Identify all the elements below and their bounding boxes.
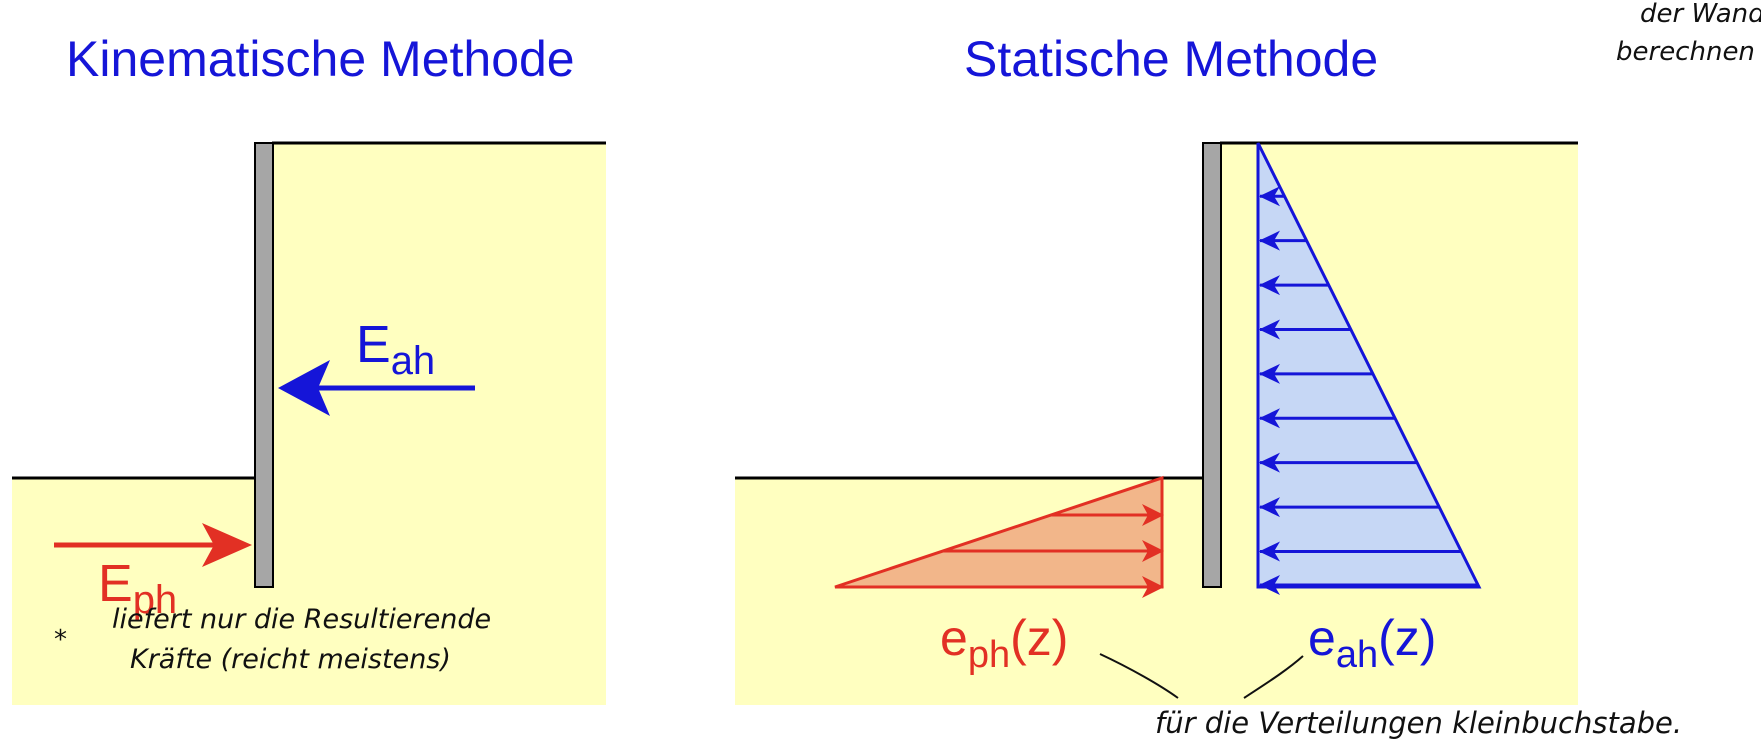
dist-active-label: eah(z)	[1308, 610, 1436, 676]
active-pressure-arrows	[1259, 186, 1479, 595]
retaining-wall	[254, 142, 274, 588]
passive-pressure-arrowhead	[1142, 576, 1164, 598]
soil-active-side	[272, 143, 606, 705]
title-static-method: Statische Methode	[964, 31, 1379, 87]
handwritten-star: *	[54, 625, 67, 655]
handwritten-pointer-left	[1099, 653, 1179, 699]
active-pressure-arrowhead	[1259, 230, 1280, 251]
corner-note-line1: der Wand	[1640, 0, 1761, 29]
retaining-wall	[1202, 142, 1222, 588]
left-panel: Eah Eph * liefert nur die Resultierende …	[12, 141, 606, 705]
passive-pressure-arrowhead	[1142, 504, 1164, 526]
soil-passive-side	[12, 478, 272, 705]
active-pressure-arrowhead	[1259, 186, 1280, 207]
passive-pressure-arrows	[835, 504, 1164, 598]
active-pressure-arrowhead	[1259, 452, 1280, 473]
handwritten-note-line2: Kräfte (reicht meistens)	[130, 644, 451, 675]
active-pressure-distribution	[1256, 142, 1482, 589]
active-pressure-arrowhead	[1259, 575, 1280, 595]
handwritten-note: für die Verteilungen kleinbuchstabe.	[1155, 706, 1682, 740]
force-passive-arrowhead	[202, 523, 252, 567]
force-active-label: Eah	[356, 316, 435, 383]
active-pressure-arrowhead	[1259, 319, 1280, 340]
dist-passive-label: eph(z)	[940, 610, 1068, 676]
active-pressure-arrowhead	[1259, 497, 1280, 518]
handwritten-note-line1: liefert nur die Resultierende	[112, 604, 491, 635]
handwritten-pointer-right	[1243, 655, 1304, 699]
active-pressure-arrowhead	[1259, 363, 1280, 384]
passive-pressure-arrowhead	[1142, 540, 1164, 562]
title-kinematic-method: Kinematische Methode	[66, 31, 575, 87]
active-pressure-arrowhead	[1259, 275, 1280, 296]
active-pressure-arrowhead	[1259, 408, 1280, 429]
force-passive-label: Eph	[98, 555, 177, 622]
active-pressure-arrowhead	[1259, 541, 1280, 562]
right-panel: eph(z) eah(z) für die Verteilungen klein…	[735, 141, 1682, 740]
corner-note-line2: berechnen	[1616, 37, 1755, 67]
force-active-arrowhead	[278, 360, 330, 416]
